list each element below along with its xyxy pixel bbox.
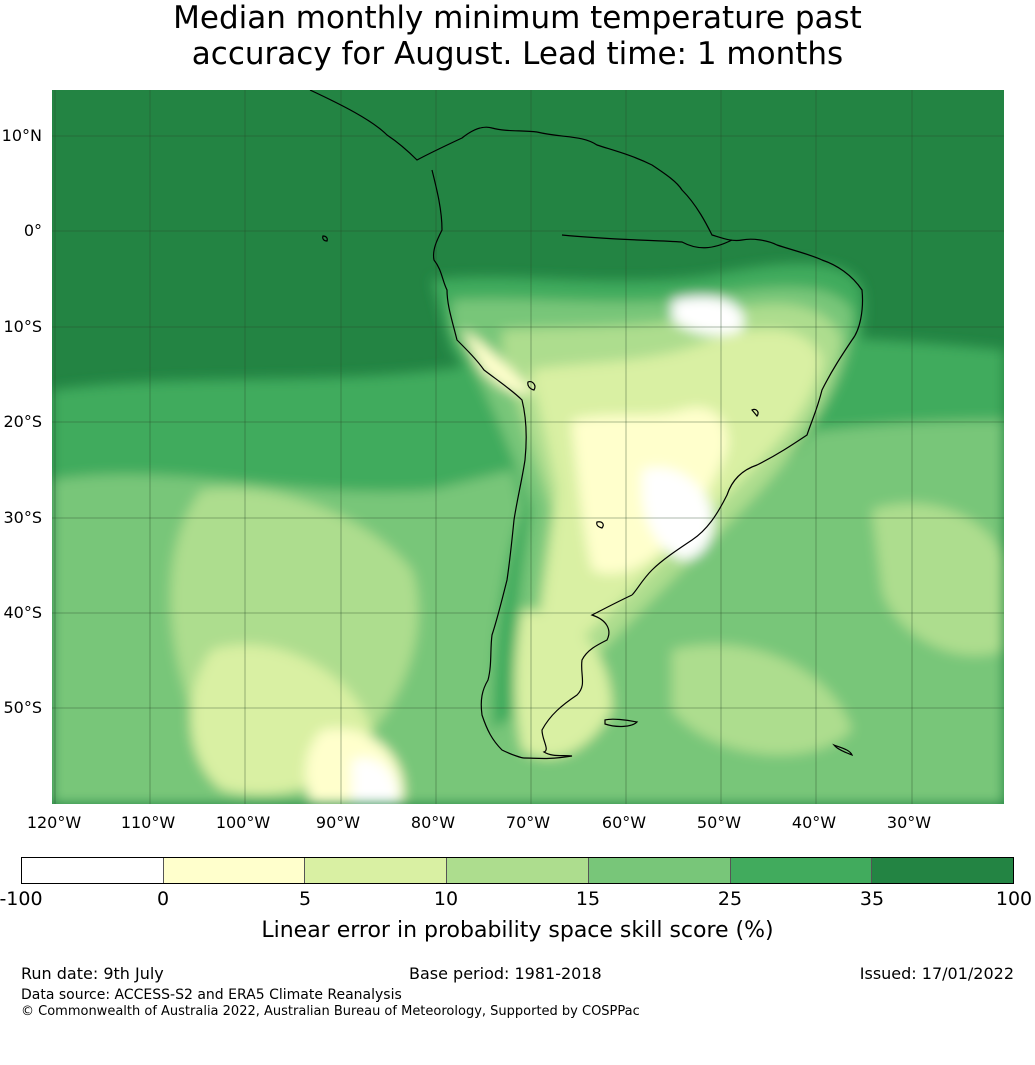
- lon-label-40w: 40°W: [791, 813, 837, 832]
- lat-label-10n: 10°N: [1, 126, 42, 145]
- lat-label-50s: 50°S: [3, 698, 42, 717]
- field-patch-atl-2: [672, 644, 852, 755]
- colorbar-segment-6: [730, 858, 873, 883]
- lon-label-60w: 60°W: [601, 813, 647, 832]
- colorbar-label: Linear error in probability space skill …: [261, 918, 774, 943]
- lat-label-40s: 40°S: [3, 603, 42, 622]
- colorbar-tick-4: 10: [433, 888, 459, 910]
- colorbar-segment-3: [305, 858, 448, 883]
- field-continent-neg: [642, 467, 713, 560]
- field-patagonia: [515, 610, 612, 758]
- colorbar-tick-7: 35: [859, 888, 885, 910]
- lat-label-30s: 30°S: [3, 508, 42, 527]
- map-title: Median monthly minimum temperature past …: [0, 0, 1035, 72]
- lat-label-0: 0°: [23, 221, 42, 240]
- issued-date: Issued: 17/01/2022: [859, 964, 1014, 983]
- lon-label-90w: 90°W: [315, 813, 361, 832]
- field-patch-pac-4: [352, 758, 398, 804]
- run-date: Run date: 9th July: [21, 964, 164, 983]
- lon-label-120w: 120°W: [26, 813, 82, 832]
- field-patch-atl-1: [872, 503, 1004, 656]
- skill-score-map: [52, 90, 1004, 804]
- colorbar-tick-8: 100: [995, 888, 1033, 910]
- colorbar-tick-5: 15: [575, 888, 601, 910]
- colorbar-tick-1: -100: [0, 888, 43, 910]
- lon-label-80w: 80°W: [410, 813, 456, 832]
- lat-label-20s: 20°S: [3, 412, 42, 431]
- colorbar-segment-5: [588, 858, 731, 883]
- field-ne-patch: [672, 296, 744, 336]
- colorbar: [21, 857, 1014, 884]
- title-line-2: accuracy for August. Lead time: 1 months: [191, 36, 844, 72]
- field-andes-light: [462, 330, 532, 394]
- lat-label-10s: 10°S: [3, 317, 42, 336]
- lon-label-100w: 100°W: [215, 813, 271, 832]
- colorbar-tick-6: 25: [717, 888, 743, 910]
- title-line-1: Median monthly minimum temperature past: [173, 0, 862, 36]
- lon-label-30w: 30°W: [886, 813, 932, 832]
- colorbar-segment-2: [163, 858, 306, 883]
- skill-field: [52, 263, 1004, 804]
- base-period: Base period: 1981-2018: [409, 964, 602, 983]
- lon-label-50w: 50°W: [696, 813, 742, 832]
- graticule: [52, 90, 1004, 804]
- lon-label-70w: 70°W: [505, 813, 551, 832]
- copyright: © Commonwealth of Australia 2022, Austra…: [21, 1004, 640, 1019]
- colorbar-tick-2: 0: [156, 888, 170, 910]
- colorbar-segment-7: [872, 858, 1014, 883]
- lon-label-110w: 110°W: [120, 813, 176, 832]
- colorbar-tick-3: 5: [298, 888, 312, 910]
- data-source: Data source: ACCESS-S2 and ERA5 Climate …: [21, 987, 402, 1003]
- colorbar-segment-1: [22, 858, 164, 883]
- coastline: [309, 90, 864, 760]
- colorbar-segment-4: [447, 858, 589, 883]
